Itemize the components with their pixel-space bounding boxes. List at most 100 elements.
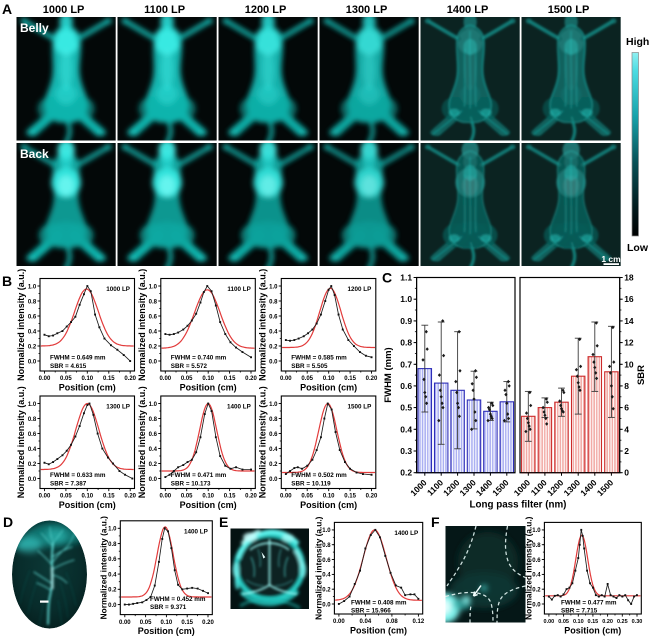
- svg-text:SBR = 10.119: SBR = 10.119: [291, 481, 331, 488]
- svg-text:SBR = 7.387: SBR = 7.387: [50, 481, 87, 488]
- svg-text:1.0: 1.0: [28, 402, 37, 408]
- svg-text:1500: 1500: [595, 477, 616, 498]
- svg-text:0.2: 0.2: [532, 588, 541, 594]
- svg-text:1.1: 1.1: [400, 273, 412, 283]
- svg-text:0.05: 0.05: [60, 494, 72, 500]
- svg-text:0.8: 0.8: [269, 417, 278, 423]
- svg-text:0.4: 0.4: [149, 329, 158, 335]
- svg-text:High: High: [626, 36, 649, 48]
- svg-text:0.6: 0.6: [149, 432, 158, 438]
- svg-text:0.2: 0.2: [269, 462, 278, 468]
- svg-text:1400 LP: 1400 LP: [184, 528, 208, 535]
- svg-text:1.0: 1.0: [108, 527, 117, 533]
- svg-text:0.0: 0.0: [108, 603, 117, 609]
- svg-text:0.4: 0.4: [400, 424, 412, 434]
- svg-text:0.15: 0.15: [181, 620, 193, 626]
- svg-text:1100: 1100: [529, 477, 549, 497]
- svg-text:SBR = 15.966: SBR = 15.966: [351, 608, 391, 615]
- svg-text:1400: 1400: [474, 477, 495, 498]
- svg-text:0.20: 0.20: [124, 376, 136, 382]
- svg-text:0.05: 0.05: [181, 376, 193, 382]
- svg-text:18: 18: [624, 273, 634, 283]
- svg-text:Position (cm): Position (cm): [138, 626, 195, 636]
- svg-text:Normalized intensity (a.u.): Normalized intensity (a.u.): [523, 516, 533, 620]
- svg-text:1200 LP: 1200 LP: [347, 286, 371, 293]
- svg-text:12: 12: [624, 338, 634, 348]
- svg-text:Position (cm): Position (cm): [300, 500, 357, 510]
- svg-text:0.0: 0.0: [269, 359, 278, 365]
- svg-text:Back: Back: [20, 147, 49, 161]
- svg-text:0.8: 0.8: [532, 543, 541, 549]
- svg-text:0.4: 0.4: [322, 573, 331, 579]
- svg-text:Normalized intensity (a.u.): Normalized intensity (a.u.): [137, 386, 147, 498]
- svg-text:0.15: 0.15: [224, 494, 236, 500]
- svg-text:0.4: 0.4: [269, 447, 278, 453]
- svg-text:1300: 1300: [562, 477, 583, 498]
- svg-text:0.2: 0.2: [108, 588, 117, 594]
- svg-text:1.0: 1.0: [269, 402, 278, 408]
- svg-text:0.6: 0.6: [108, 557, 117, 563]
- svg-text:0.6: 0.6: [28, 432, 37, 438]
- svg-text:0.8: 0.8: [28, 299, 37, 305]
- svg-text:0.10: 0.10: [573, 619, 584, 625]
- svg-text:14: 14: [624, 316, 634, 326]
- svg-text:FWHM = 0.408 mm: FWHM = 0.408 mm: [351, 600, 407, 607]
- svg-text:1000: 1000: [408, 477, 429, 498]
- svg-text:SBR = 9.371: SBR = 9.371: [150, 604, 187, 611]
- svg-text:1000 LP: 1000 LP: [106, 286, 130, 293]
- svg-text:SBR: SBR: [636, 365, 647, 385]
- svg-text:0.05: 0.05: [301, 376, 313, 382]
- svg-text:1.0: 1.0: [400, 294, 412, 304]
- svg-text:1500: 1500: [490, 477, 511, 498]
- svg-text:0.6: 0.6: [322, 558, 331, 564]
- svg-text:SBR = 4.615: SBR = 4.615: [50, 363, 87, 370]
- svg-text:0.15: 0.15: [103, 494, 115, 500]
- svg-text:0.08: 0.08: [386, 619, 398, 625]
- svg-text:1300 LP: 1300 LP: [346, 4, 388, 16]
- svg-text:0: 0: [624, 468, 629, 478]
- svg-text:1400 LP: 1400 LP: [447, 4, 489, 16]
- svg-text:Position (cm): Position (cm): [300, 383, 357, 393]
- svg-text:0.00: 0.00: [119, 620, 131, 626]
- svg-text:1300: 1300: [457, 477, 478, 498]
- svg-text:Position (cm): Position (cm): [59, 383, 116, 393]
- svg-text:0.15: 0.15: [103, 376, 115, 382]
- svg-text:Normalized intensity (a.u.): Normalized intensity (a.u.): [16, 269, 26, 381]
- svg-text:1200 LP: 1200 LP: [245, 4, 287, 16]
- svg-text:0.05: 0.05: [181, 494, 193, 500]
- svg-text:SBR = 5.505: SBR = 5.505: [291, 363, 328, 370]
- svg-text:0.0: 0.0: [269, 477, 278, 483]
- svg-text:Normalized intensity (a.u.): Normalized intensity (a.u.): [257, 269, 267, 381]
- svg-text:Normalized intensity (a.u.): Normalized intensity (a.u.): [257, 386, 267, 498]
- svg-text:Normalized intensity (a.u.): Normalized intensity (a.u.): [137, 269, 147, 381]
- svg-text:0.8: 0.8: [269, 299, 278, 305]
- svg-text:0.4: 0.4: [532, 573, 541, 579]
- svg-text:0.10: 0.10: [202, 494, 214, 500]
- svg-text:Position (cm): Position (cm): [59, 500, 116, 510]
- svg-text:1.0: 1.0: [269, 284, 278, 290]
- svg-text:1000: 1000: [512, 477, 533, 498]
- svg-text:0.04: 0.04: [360, 619, 372, 625]
- svg-text:0.6: 0.6: [28, 314, 37, 320]
- svg-text:0.12: 0.12: [413, 619, 425, 625]
- svg-text:1.0: 1.0: [532, 528, 541, 534]
- svg-text:0.15: 0.15: [588, 619, 599, 625]
- svg-text:1.0: 1.0: [28, 284, 37, 290]
- svg-text:0.6: 0.6: [532, 558, 541, 564]
- svg-text:0.2: 0.2: [28, 344, 37, 350]
- svg-text:B: B: [2, 273, 12, 289]
- svg-text:0.0: 0.0: [322, 602, 331, 608]
- svg-text:0.8: 0.8: [400, 338, 412, 348]
- svg-text:0.00: 0.00: [159, 494, 171, 500]
- svg-text:0.2: 0.2: [28, 462, 37, 468]
- svg-text:FWHM = 0.477 mm: FWHM = 0.477 mm: [561, 600, 617, 607]
- svg-text:Low: Low: [627, 242, 649, 254]
- svg-text:SBR = 10.173: SBR = 10.173: [171, 481, 211, 488]
- svg-text:0.3: 0.3: [400, 446, 412, 456]
- svg-text:FWHM = 0.633 mm: FWHM = 0.633 mm: [50, 472, 106, 479]
- svg-text:1100 LP: 1100 LP: [144, 4, 185, 16]
- svg-text:0.00: 0.00: [39, 494, 51, 500]
- svg-text:0.4: 0.4: [108, 572, 117, 578]
- svg-text:0.2: 0.2: [149, 344, 158, 350]
- svg-text:0.10: 0.10: [81, 494, 93, 500]
